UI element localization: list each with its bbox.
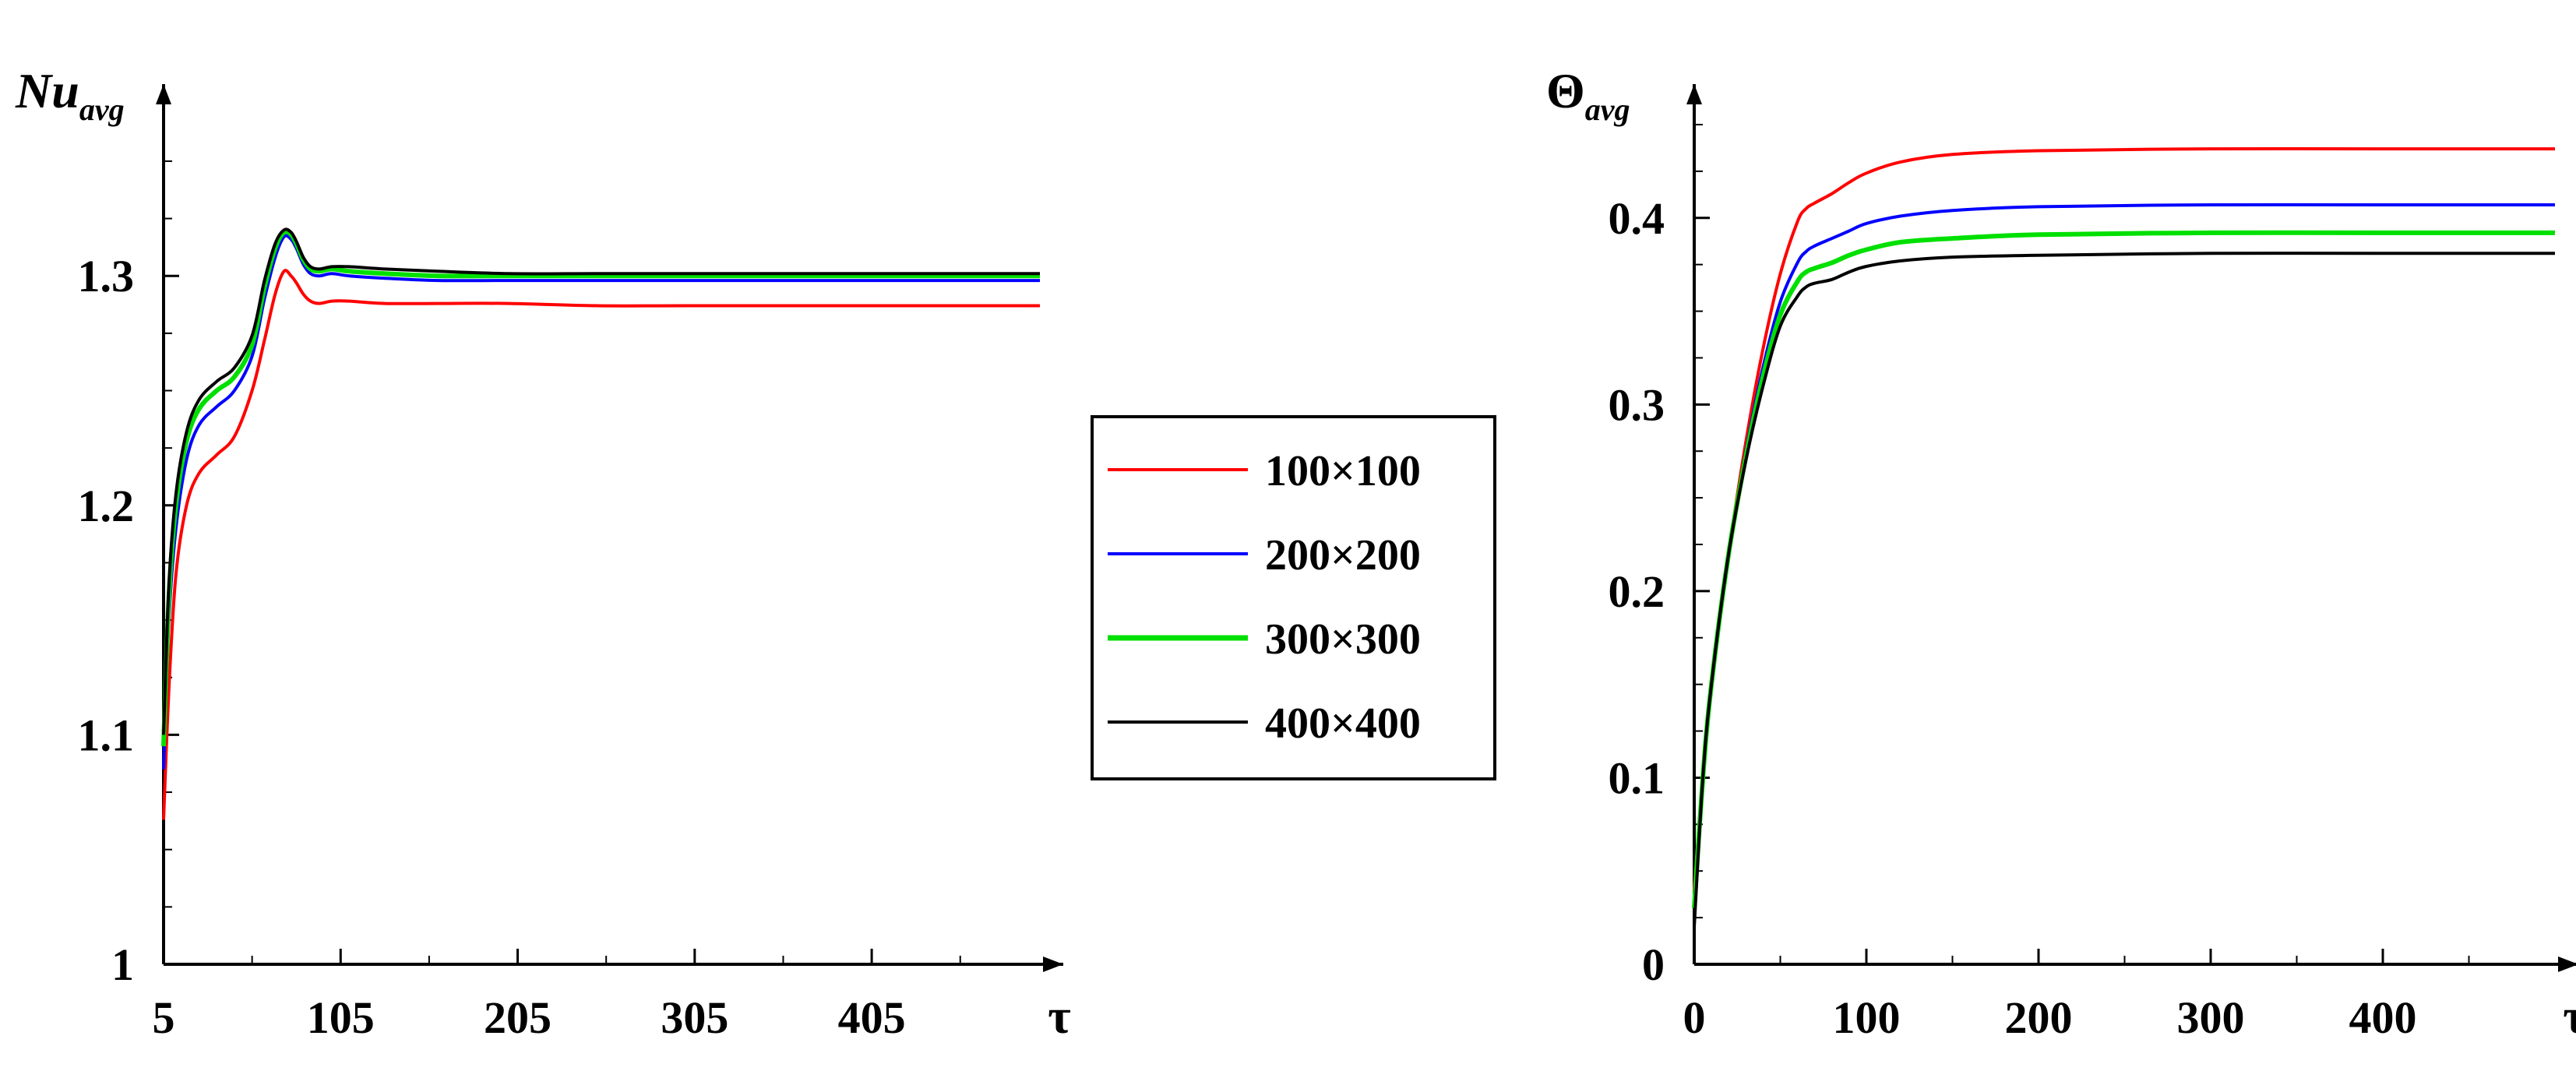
series-line-200×200 (1693, 203, 2555, 900)
y-tick-label: 1 (111, 939, 134, 990)
series-line-400×400 (162, 227, 1040, 735)
chart-nu-avg: 1 1.1 1.2 1.3 5 105 205 305 405 Nuavg τ (15, 63, 1071, 1044)
x-tick-label: 105 (307, 992, 375, 1043)
legend-label: 300×300 (1265, 615, 1421, 664)
y-tick-label: 0 (1642, 939, 1665, 990)
series-line-200×200 (162, 234, 1040, 770)
y-axis-title-sub: avg (79, 92, 125, 127)
x-tick-label: 0 (1683, 992, 1706, 1043)
y-tick-label: 0.3 (1609, 379, 1665, 430)
x-axis-arrow (2558, 956, 2576, 972)
legend-label: 100×100 (1265, 447, 1421, 495)
y-axis-title-main: Θ (1546, 63, 1585, 118)
x-tick-label: 405 (838, 992, 906, 1043)
series-line-300×300 (1692, 230, 2555, 909)
y-axis-title-sub: avg (1585, 92, 1630, 127)
y-tick-label: 0.2 (1609, 566, 1665, 617)
x-tick-label: 300 (2177, 992, 2245, 1043)
x-tick-label: 200 (2005, 992, 2073, 1043)
x-tick-label: 400 (2349, 992, 2417, 1043)
y-axis-title: Θavg (1546, 63, 1630, 127)
x-axis-title: τ (2563, 988, 2576, 1044)
legend-box (1091, 415, 1496, 780)
series-line-400×400 (1693, 252, 2555, 928)
series-line-100×100 (1693, 146, 2555, 890)
chart-theta-avg: 0 0.1 0.2 0.3 0.4 0 100 200 300 400 Θavg τ (1546, 63, 2576, 1044)
x-axis-title: τ (1048, 988, 1071, 1044)
x-tick-label: 100 (1833, 992, 1901, 1043)
y-tick-label: 0.1 (1609, 752, 1665, 803)
y-axis-arrow (156, 84, 171, 104)
legend-label: 400×400 (1265, 699, 1421, 748)
legend: 100×100 200×200 300×300 400×400 (1091, 415, 1496, 780)
y-tick-label: 1.1 (78, 710, 135, 760)
legend-label: 200×200 (1265, 531, 1421, 580)
y-axis-arrow (1686, 84, 1702, 104)
series-line-100×100 (162, 269, 1040, 820)
x-tick-label: 205 (484, 992, 551, 1043)
y-tick-label: 1.3 (78, 251, 135, 301)
y-tick-label: 0.4 (1609, 193, 1665, 244)
series-line-300×300 (161, 229, 1040, 747)
y-axis-title-main: Nu (15, 63, 79, 118)
x-tick-label: 305 (661, 992, 728, 1043)
x-axis-arrow (1043, 956, 1063, 972)
y-axis-title: Nuavg (15, 63, 125, 127)
y-tick-label: 1.2 (78, 481, 135, 531)
x-tick-label: 5 (153, 992, 175, 1043)
